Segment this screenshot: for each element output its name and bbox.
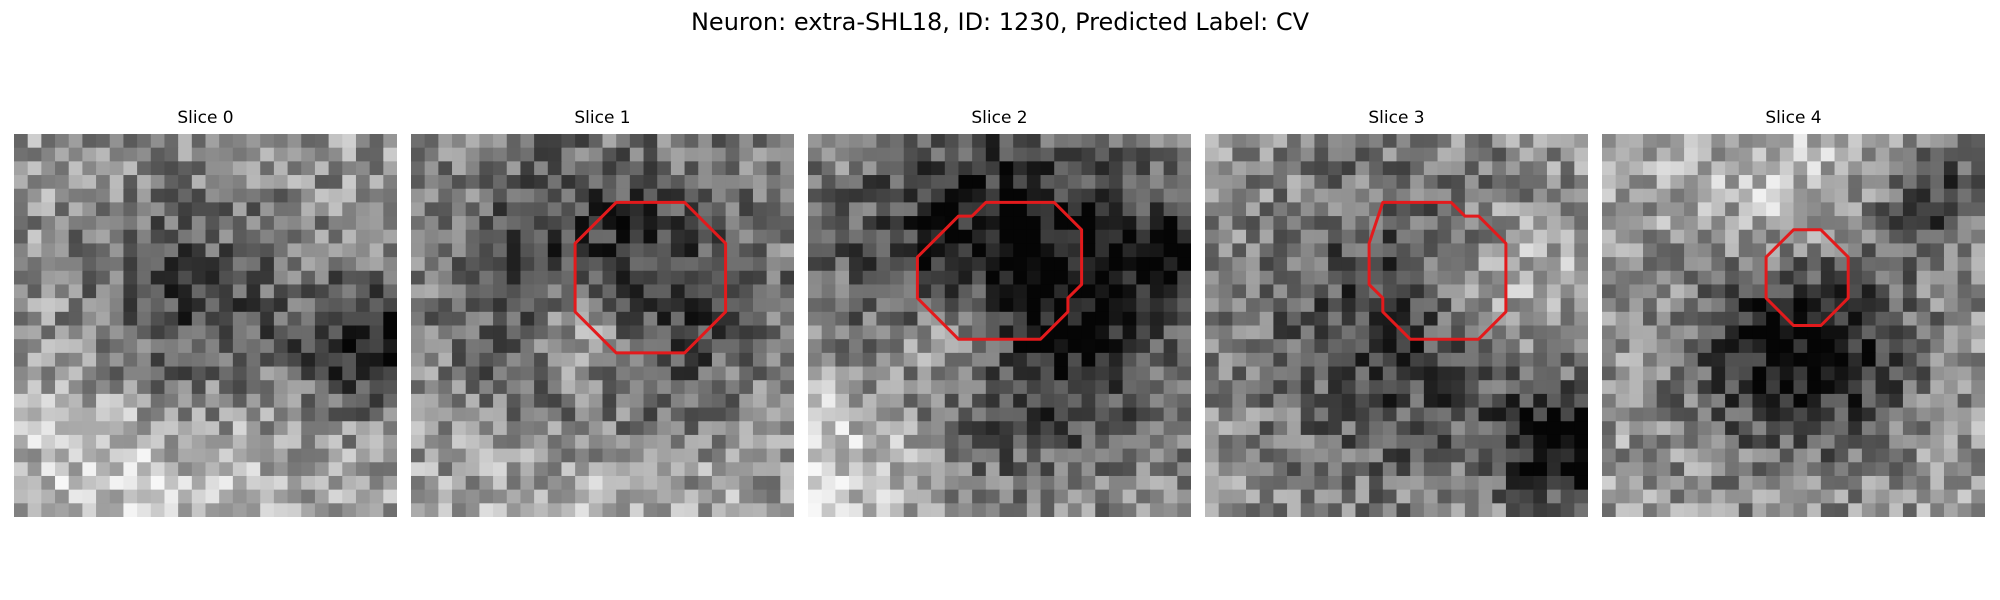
slice-title: Slice 1 <box>574 108 631 128</box>
slice-panel-2: Slice 2 <box>808 108 1191 522</box>
slice-title: Slice 3 <box>1368 108 1425 128</box>
slice-title: Slice 2 <box>971 108 1028 128</box>
roi-contour <box>915 200 1084 341</box>
pixel-grid <box>808 134 1191 517</box>
slice-image-1 <box>411 134 794 517</box>
pixel-grid <box>411 134 794 517</box>
slice-image-2 <box>808 134 1191 517</box>
slice-image-4 <box>1602 134 1985 517</box>
slice-panel-3: Slice 3 <box>1205 108 1588 522</box>
slice-title: Slice 4 <box>1765 108 1822 128</box>
pixel-grid <box>1205 134 1588 517</box>
figure-title: Neuron: extra-SHL18, ID: 1230, Predicted… <box>690 8 1310 36</box>
slice-image-3 <box>1205 134 1588 517</box>
slice-panel-4: Slice 4 <box>1602 108 1985 522</box>
slice-panel-0: Slice 0 <box>14 108 397 522</box>
pixel-grid <box>14 134 397 517</box>
slice-title: Slice 0 <box>177 108 234 128</box>
roi-contour <box>1367 200 1508 341</box>
roi-contour <box>1764 228 1850 327</box>
pixel-grid <box>1602 134 1985 517</box>
roi-contour <box>573 200 728 355</box>
slice-image-0 <box>14 134 397 517</box>
slice-panel-1: Slice 1 <box>411 108 794 522</box>
